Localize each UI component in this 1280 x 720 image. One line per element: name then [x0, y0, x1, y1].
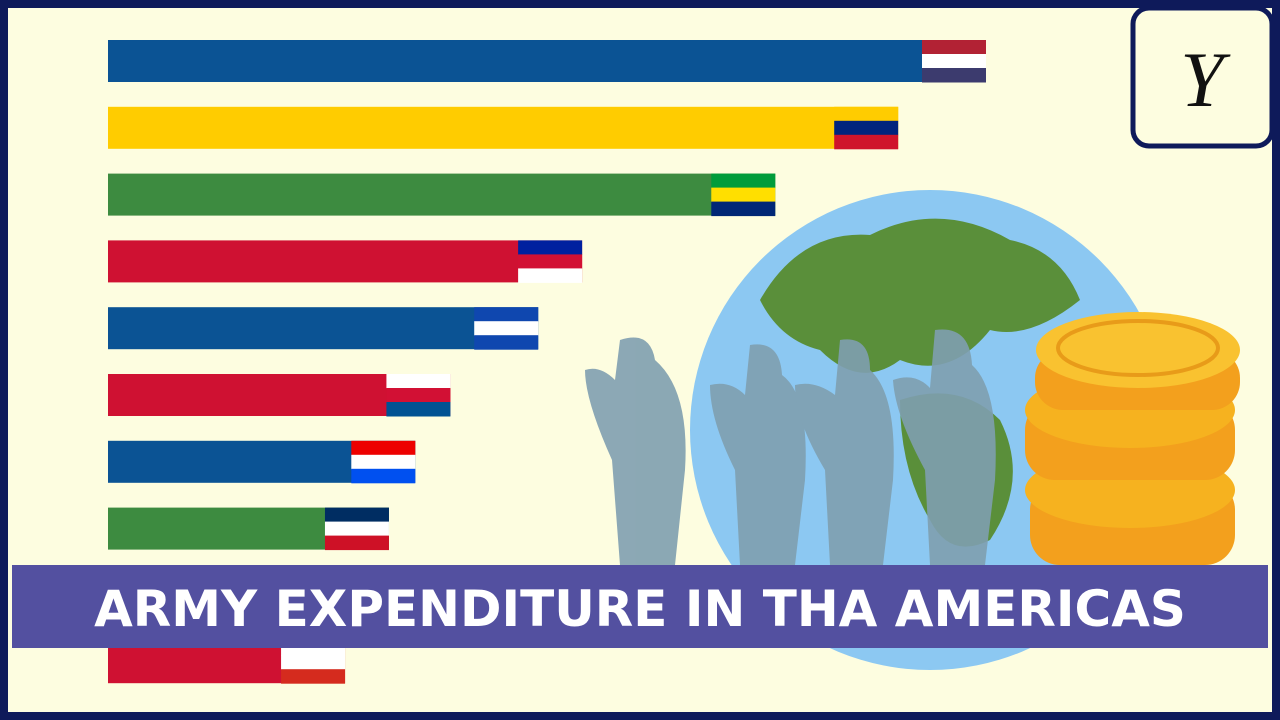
logo-box [1130, 5, 1275, 149]
flag-stripe [834, 106, 899, 122]
flag-stripe [711, 173, 776, 189]
flag-stripe [711, 201, 776, 217]
bar [108, 240, 583, 283]
flag-stripe [922, 68, 986, 83]
flag-stripe [474, 307, 539, 322]
flag-stripe [711, 187, 776, 203]
bar [108, 307, 539, 350]
bar [108, 173, 776, 216]
flag-stripe [324, 507, 389, 523]
flag-stripe [518, 268, 583, 283]
flag-stripe [922, 40, 986, 55]
flag-stripe [386, 374, 451, 389]
flag-stripe [281, 669, 346, 684]
flag-stripe [351, 440, 416, 456]
banner [12, 565, 1268, 648]
flag-stripe [351, 454, 416, 470]
logo: Y [1180, 36, 1231, 123]
flag-stripe [834, 134, 899, 150]
flag-stripe [834, 120, 899, 136]
flag-stripe [922, 54, 986, 69]
flag-stripe [474, 321, 539, 336]
continent [760, 218, 1080, 373]
flag-stripe [324, 535, 389, 551]
flag-stripe [324, 521, 389, 537]
bar [108, 40, 986, 82]
flag-stripe [386, 388, 451, 403]
flag-stripe [474, 335, 539, 350]
flag-stripe [351, 468, 416, 484]
flag-stripe [518, 240, 583, 255]
flag-stripe [281, 655, 346, 670]
soldiers [585, 329, 996, 565]
flag-stripe [518, 254, 583, 269]
coins [1025, 312, 1240, 565]
bar [108, 106, 899, 149]
flag-stripe [386, 402, 451, 417]
illustration [585, 190, 1240, 670]
banner-title: ARMY EXPENDITURE IN THA AMERICAS [94, 580, 1186, 638]
